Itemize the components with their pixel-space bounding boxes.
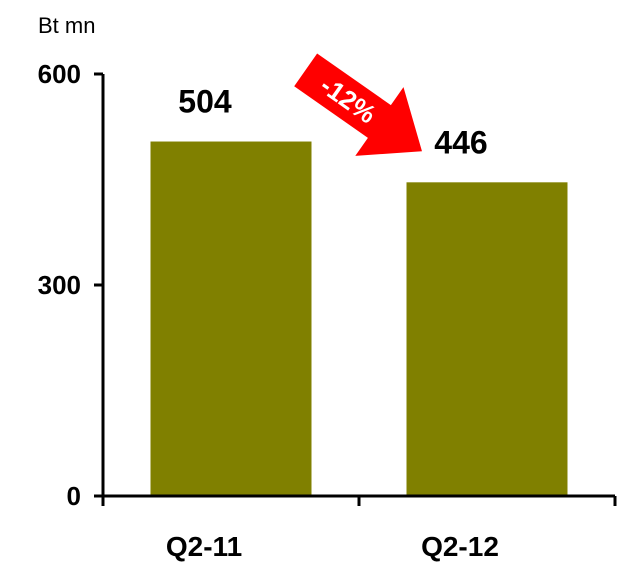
bars-layer [150, 141, 568, 496]
data-label-q2-12: 446 [434, 124, 487, 160]
category-label-q2-11: Q2-11 [166, 531, 242, 562]
y-tick-label-0: 0 [67, 481, 81, 511]
unit-label: Bt mn [38, 13, 95, 38]
axis-layer: 0 300 600 [38, 59, 617, 511]
labels-layer: Q2-11 504 Q2-12 446 [166, 84, 499, 562]
bar-q2-12 [406, 182, 568, 496]
bar-q2-11 [150, 141, 312, 496]
data-label-q2-11: 504 [178, 84, 232, 120]
category-label-q2-12: Q2-12 [421, 531, 499, 562]
arrow-shape-icon [294, 53, 422, 156]
y-tick-label-600: 600 [38, 59, 81, 89]
y-tick-label-300: 300 [38, 270, 81, 300]
